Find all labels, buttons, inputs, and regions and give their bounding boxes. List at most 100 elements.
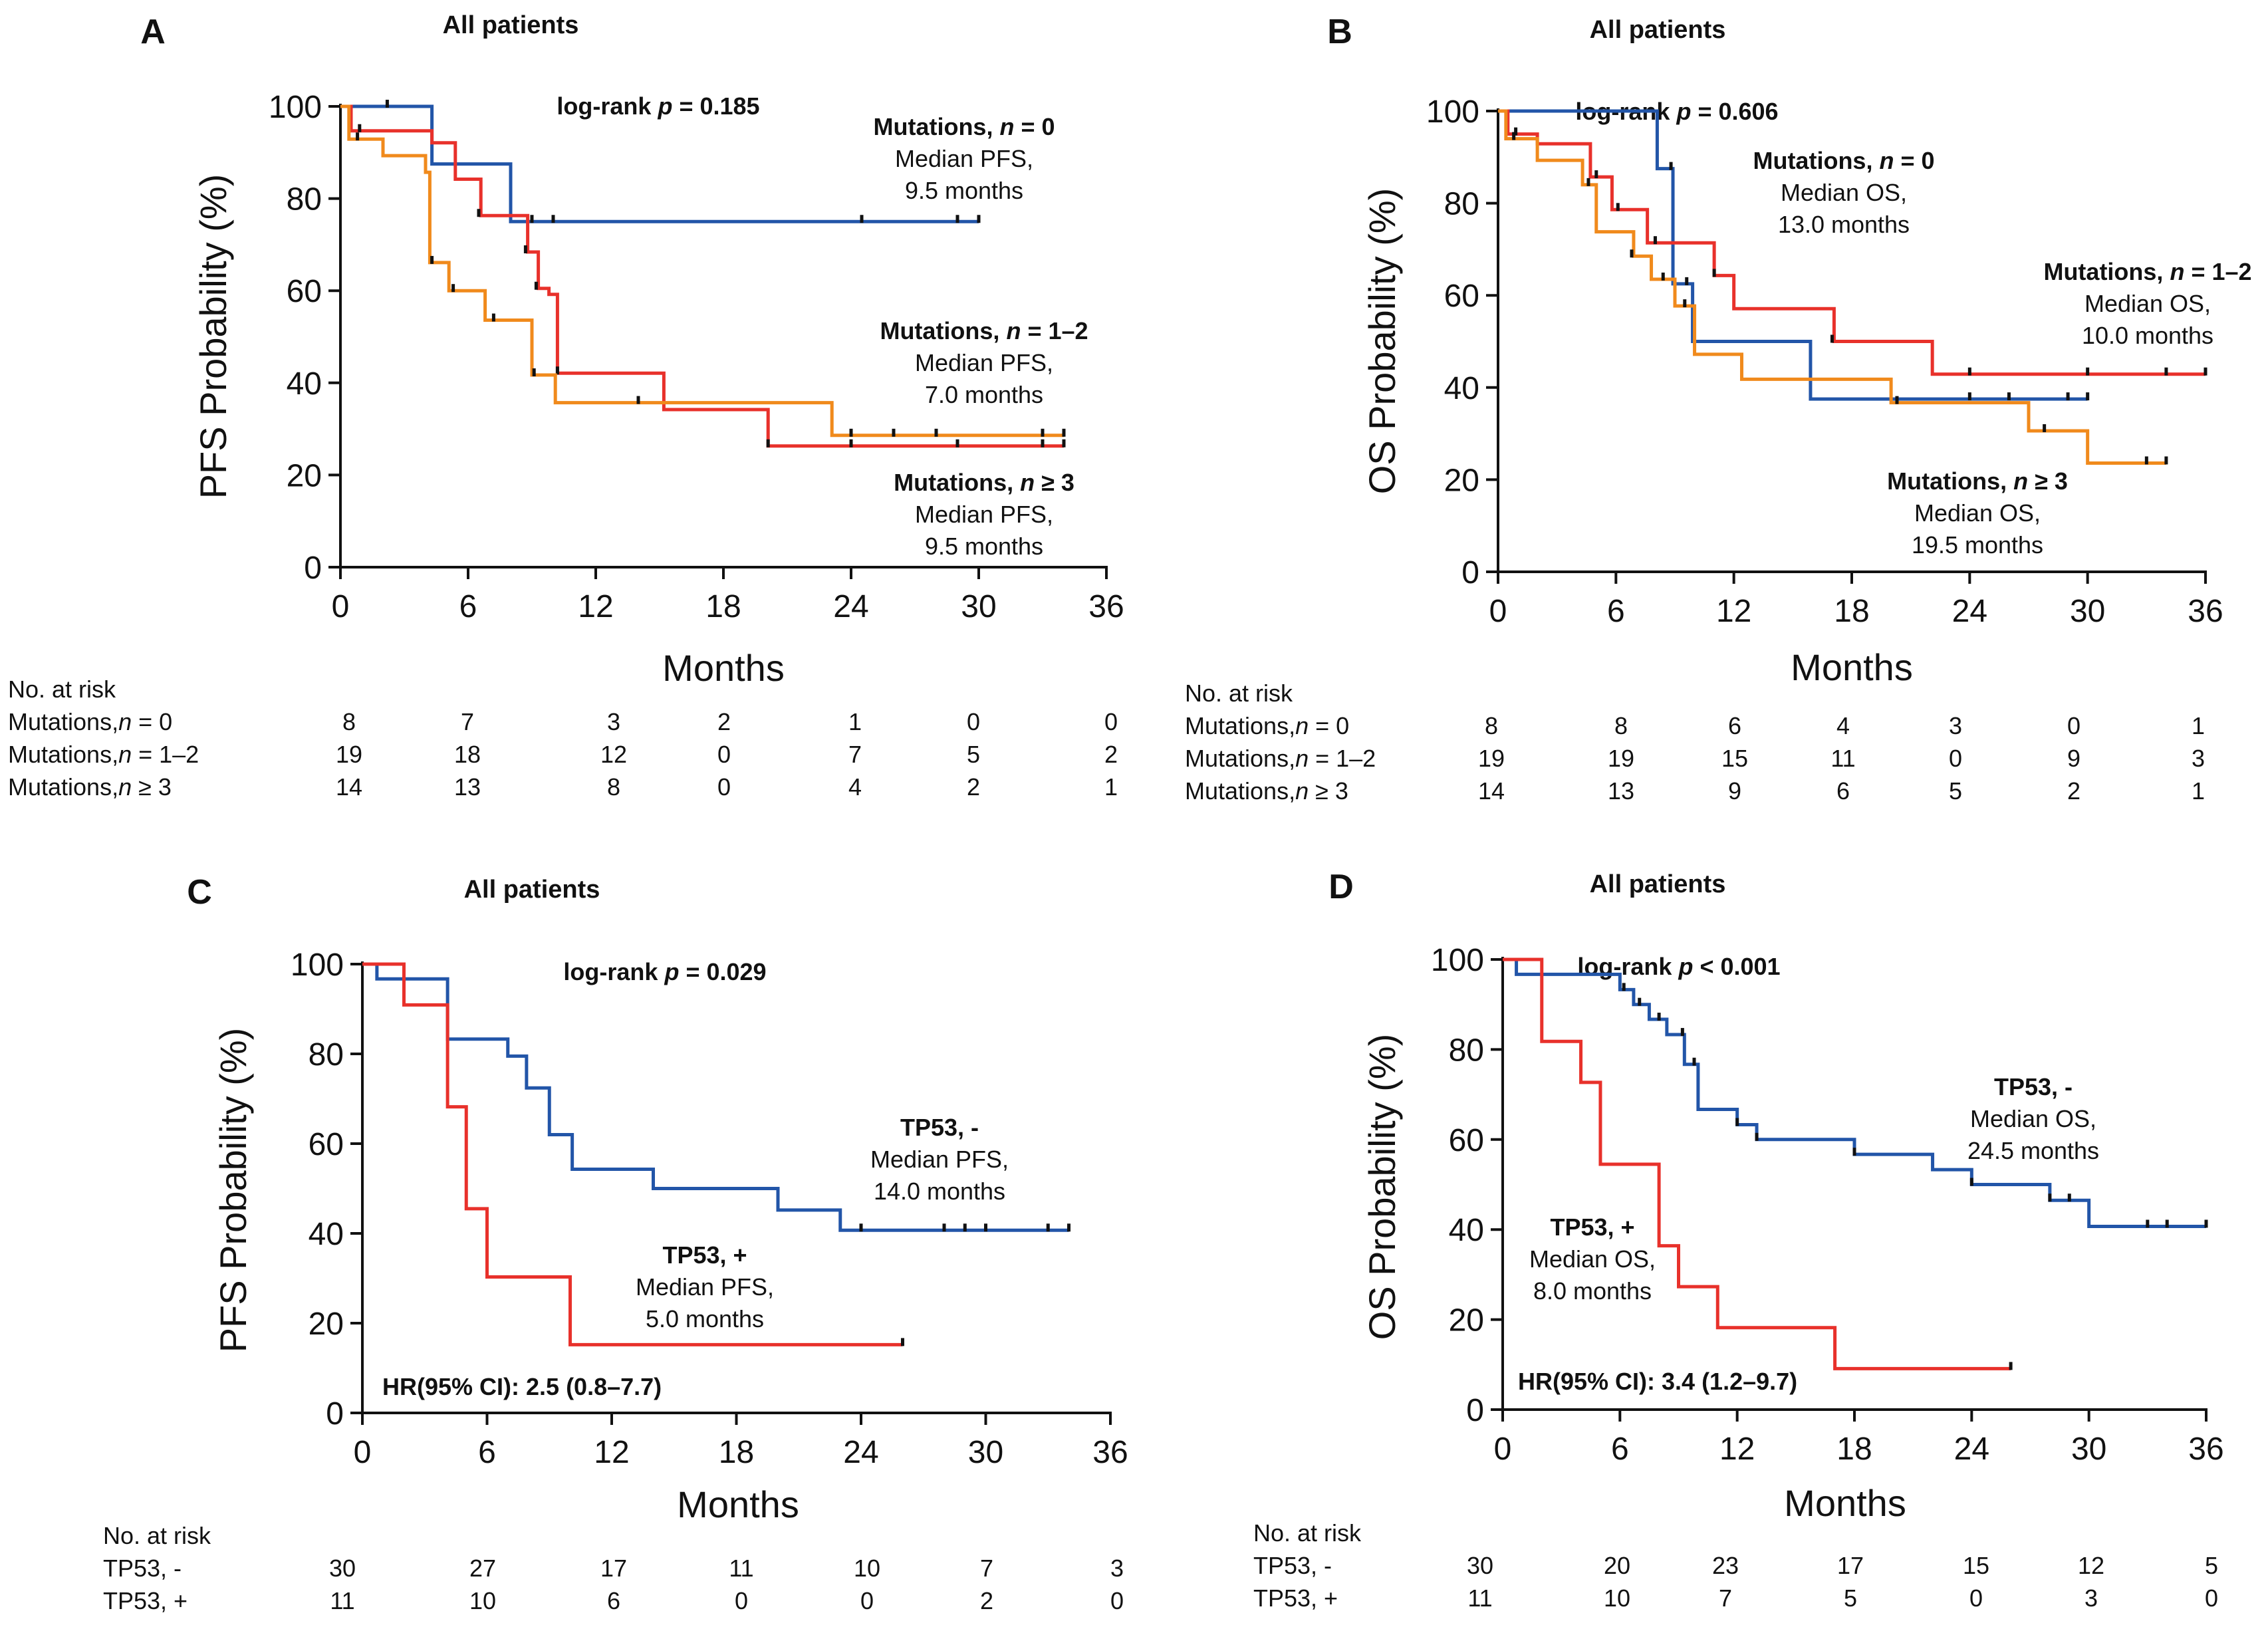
logrank-pvalue: log-rank p = 0.185 — [557, 92, 759, 120]
annotation-group: Mutations, — [873, 113, 999, 140]
risk-row-label: TP53, + — [1253, 1584, 1338, 1612]
y-tick-label: 100 — [1426, 94, 1479, 130]
x-tick-label: 0 — [332, 589, 350, 624]
risk-count: 2 — [2067, 777, 2080, 805]
x-tick-label: 12 — [594, 1435, 629, 1470]
risk-row-label-n: n — [1295, 777, 1309, 805]
x-tick-label: 12 — [1716, 594, 1751, 629]
x-tick-label: 6 — [478, 1435, 496, 1470]
risk-count: 12 — [600, 741, 627, 768]
risk-count: 0 — [2067, 712, 2080, 739]
risk-count: 27 — [469, 1555, 496, 1582]
annotation-median-value: 13.0 months — [1778, 211, 1910, 238]
risk-row-label-count: ≥ 3 — [1309, 777, 1348, 805]
x-tick-label: 30 — [961, 589, 996, 624]
risk-count: 0 — [1949, 745, 1962, 772]
annotation-n: n — [1020, 469, 1035, 496]
y-tick-label: 60 — [309, 1127, 344, 1162]
annotation-count: = 0 — [1894, 147, 1934, 174]
hazard-ratio: HR(95% CI): 2.5 (0.8–7.7) — [382, 1373, 662, 1400]
risk-count: 0 — [967, 708, 980, 735]
risk-row-label-group: Mutations, — [1185, 712, 1295, 739]
risk-count: 15 — [1721, 745, 1748, 772]
risk-count: 15 — [1963, 1552, 1989, 1579]
annotation-median-label: Median PFS, — [870, 1146, 1009, 1173]
risk-count: 2 — [1104, 741, 1118, 768]
risk-row-label: Mutations,n = 1–2 — [1185, 745, 1376, 772]
risk-count: 8 — [342, 708, 356, 735]
annotation-group: Mutations, — [1887, 467, 2013, 495]
risk-count: 4 — [848, 773, 862, 801]
x-tick-label: 6 — [1611, 1432, 1629, 1467]
km-curve-2 — [1503, 957, 2013, 1370]
risk-count: 8 — [607, 773, 620, 801]
km-curve-1 — [340, 100, 981, 223]
risk-count: 14 — [1478, 777, 1505, 805]
risk-count: 13 — [454, 773, 481, 801]
x-tick-label: 24 — [843, 1435, 878, 1470]
risk-count: 17 — [600, 1555, 627, 1582]
annotation-median-label: Median OS, — [1970, 1105, 2096, 1132]
pvalue-p: p — [1678, 953, 1693, 980]
annotation-median-label: Median PFS, — [915, 349, 1053, 376]
risk-count: 30 — [1467, 1552, 1493, 1579]
y-tick-label: 40 — [1444, 371, 1479, 406]
annotation-median-label: Median PFS, — [636, 1273, 774, 1301]
annotation-median-value: 19.5 months — [1912, 531, 2043, 559]
risk-count: 2 — [980, 1587, 993, 1614]
risk-count: 14 — [336, 773, 362, 801]
pvalue-value: = 0.606 — [1691, 98, 1778, 125]
y-tick-label: 60 — [287, 274, 322, 309]
risk-count: 19 — [1478, 745, 1505, 772]
risk-count: 5 — [967, 741, 980, 768]
km-curve-2 — [340, 104, 1066, 448]
risk-count: 3 — [1949, 712, 1962, 739]
km-curve-line — [1503, 957, 2011, 1370]
annotation-group: Mutations, — [2043, 258, 2170, 285]
annotation-title: Mutations, n ≥ 3 — [894, 469, 1074, 496]
risk-count: 5 — [2205, 1552, 2218, 1579]
annotation-count: ≥ 3 — [1035, 469, 1074, 496]
risk-count: 30 — [329, 1555, 356, 1582]
annotation-group: Mutations, — [1753, 147, 1879, 174]
annotation-median-value: 8.0 months — [1533, 1277, 1652, 1305]
curve-annotation: Mutations, n = 0 Median OS, 13.0 months — [1753, 147, 1934, 238]
y-tick-label: 0 — [304, 551, 322, 586]
y-axis-title: PFS Probability (%) — [212, 1028, 254, 1353]
x-tick-label: 18 — [1834, 594, 1869, 629]
y-tick-label: 0 — [1466, 1393, 1484, 1428]
risk-table-header: No. at risk — [8, 676, 116, 703]
panel-label: C — [187, 873, 212, 912]
risk-count: 3 — [2084, 1584, 2098, 1612]
km-curve-3 — [1498, 109, 2168, 465]
risk-count: 2 — [717, 708, 731, 735]
risk-count: 1 — [2192, 712, 2205, 739]
annotation-median-label: Median OS, — [1781, 179, 1907, 206]
x-tick-label: 18 — [705, 589, 741, 624]
risk-count: 10 — [1604, 1584, 1630, 1612]
curve-annotation: TP53, - Median OS, 24.5 months — [1967, 1073, 2099, 1164]
annotation-median-value: 9.5 months — [925, 533, 1043, 560]
x-tick-label: 36 — [1088, 589, 1124, 624]
annotation-title: TP53, + — [662, 1241, 747, 1269]
annotation-median-value: 5.0 months — [646, 1305, 764, 1332]
annotation-median-label: Median OS, — [2084, 290, 2211, 317]
risk-count: 19 — [1608, 745, 1634, 772]
x-axis-title: Months — [677, 1483, 799, 1525]
risk-row-label-group: Mutations, — [1185, 745, 1295, 772]
risk-row-label-n: n — [118, 773, 132, 801]
y-tick-label: 0 — [326, 1396, 344, 1432]
risk-count: 12 — [2078, 1552, 2104, 1579]
risk-table-row: TP53, - 30 27 17 11 10 7 3 — [103, 1555, 1124, 1582]
risk-row-label: Mutations,n = 1–2 — [8, 741, 199, 768]
annotation-title: Mutations, n = 1–2 — [2043, 258, 2251, 285]
annotation-median-label: Median PFS, — [915, 501, 1053, 528]
risk-table-row: TP53, + 11 10 7 5 0 3 0 — [1253, 1584, 2218, 1612]
risk-table-header: No. at risk — [1253, 1519, 1362, 1547]
annotation-count: ≥ 3 — [2028, 467, 2068, 495]
pvalue-value: = 0.029 — [679, 958, 766, 985]
y-tick-label: 100 — [269, 90, 322, 125]
risk-count: 11 — [1830, 745, 1855, 772]
